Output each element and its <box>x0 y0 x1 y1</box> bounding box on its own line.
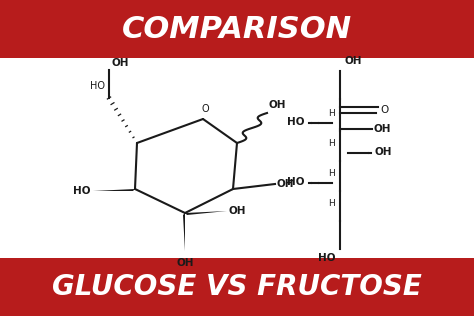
Text: H: H <box>328 138 335 148</box>
Text: O: O <box>380 105 388 115</box>
Text: HO: HO <box>319 253 336 263</box>
Polygon shape <box>93 189 135 191</box>
Text: HO: HO <box>90 81 105 91</box>
Text: O: O <box>201 104 209 114</box>
Text: OH: OH <box>277 179 294 189</box>
Text: OH: OH <box>176 258 194 268</box>
Text: OH: OH <box>112 58 129 68</box>
Text: COMPARISON: COMPARISON <box>122 15 352 44</box>
Bar <box>0 0 474 58</box>
Text: HO: HO <box>288 177 305 187</box>
Text: HO: HO <box>73 186 91 196</box>
Text: OH: OH <box>229 206 246 216</box>
Text: H: H <box>328 168 335 178</box>
Text: OH: OH <box>345 56 363 66</box>
Text: OH: OH <box>374 124 392 134</box>
Text: OH: OH <box>375 147 392 157</box>
Polygon shape <box>185 211 227 215</box>
Text: HO: HO <box>288 117 305 127</box>
Text: H: H <box>328 108 335 118</box>
Text: H: H <box>328 198 335 208</box>
Bar <box>0 258 474 316</box>
Text: OH: OH <box>269 100 286 110</box>
Polygon shape <box>183 213 185 251</box>
Text: GLUCOSE VS FRUCTOSE: GLUCOSE VS FRUCTOSE <box>52 273 422 301</box>
